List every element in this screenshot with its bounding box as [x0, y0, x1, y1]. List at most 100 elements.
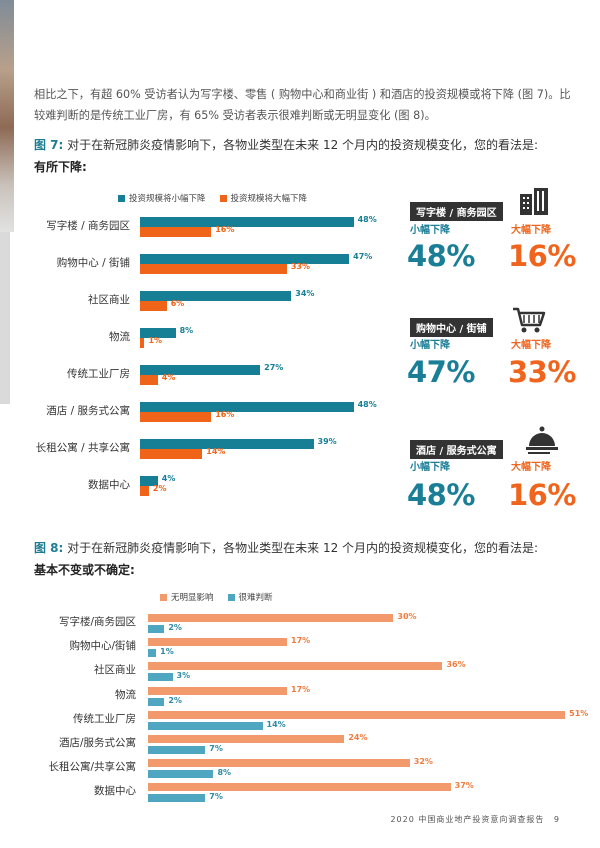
fig8-bar-s0-2 — [148, 662, 443, 671]
fig8-value-label-s1-4: 14% — [266, 719, 286, 729]
fig8-bar-s1-7 — [148, 794, 206, 803]
edge-photo — [0, 0, 14, 232]
office-building-icon — [520, 188, 548, 215]
fig7-value-label-s1-1: 33% — [290, 262, 310, 271]
fig7-value-label-s0-6: 39% — [317, 437, 337, 446]
highlight-0-small-label: 小幅下降 — [410, 225, 450, 236]
fig8-bar-s0-1 — [148, 638, 288, 647]
fig7-legend-label-0: 投资规模将小幅下降 — [129, 194, 206, 204]
fig8-legend-swatch-1 — [227, 593, 235, 601]
highlight-1-large-label: 大幅下降 — [511, 340, 551, 351]
fig8-title: 对于在新冠肺炎疫情影响下，各物业类型在未来 12 个月内的投资规模变化，您的看法… — [67, 541, 539, 555]
intro-paragraph: 相比之下，有超 60% 受访者认为写字楼、零售 ( 购物中心和商业街 ) 和酒店… — [34, 88, 571, 122]
fig8-subtitle: 基本不变或不确定: — [34, 563, 135, 577]
fig8-value-label-s1-2: 3% — [176, 671, 191, 681]
fig8-bar-s1-3 — [148, 697, 165, 706]
fig8-category-label-1: 购物中心/街铺 — [69, 640, 136, 653]
fig7-value-label-s0-3: 8% — [179, 326, 194, 335]
highlight-1-small-label: 小幅下降 — [410, 340, 450, 351]
fig7-bar-s0-2 — [140, 291, 292, 301]
fig8-value-label-s1-5: 7% — [209, 744, 223, 753]
fig8-value-label-s1-0: 2% — [168, 623, 182, 632]
fig7-bar-s1-1 — [140, 264, 287, 274]
fig8-legend-label-1: 很难判断 — [238, 593, 273, 603]
fig8-legend-item-0: 无明显影响 — [160, 591, 214, 603]
fig7-value-label-s0-7: 4% — [161, 474, 176, 483]
fig8-value-label-s0-0: 30% — [397, 612, 417, 621]
fig8-category-label-4: 传统工业厂房 — [73, 712, 136, 725]
highlight-2-small-value: 48% — [407, 478, 475, 512]
fig7-category-label-0: 写字楼 / 商务园区 — [46, 220, 130, 232]
fig7-legend-label-1: 投资规模将大幅下降 — [230, 194, 308, 204]
fig7-category-label-5: 酒店 / 服务式公寓 — [46, 405, 130, 417]
fig8-category-label-2: 社区商业 — [94, 664, 136, 677]
fig8-legend-swatch-0 — [160, 593, 167, 601]
fig7-bar-s1-0 — [140, 227, 212, 237]
fig8-bar-s0-0 — [148, 614, 394, 622]
fig7-category-label-7: 数据中心 — [88, 479, 130, 491]
fig8-value-label-s1-3: 2% — [168, 695, 182, 705]
fig8-legend-item-1: 很难判断 — [227, 591, 273, 603]
fig7-bar-s0-7 — [140, 476, 158, 486]
fig8-category-label-7: 数据中心 — [94, 785, 136, 798]
fig8-legend-label-0: 无明显影响 — [171, 593, 214, 603]
fig7-legend-item-0: 投资规模将小幅下降 — [118, 192, 206, 204]
fig8-category-label-6: 长租公寓/共享公寓 — [48, 761, 136, 774]
fig8-value-label-s1-7: 7% — [209, 792, 223, 802]
fig7-category-label-1: 购物中心 / 街铺 — [56, 257, 130, 269]
page-number: 9 — [553, 815, 560, 824]
fig8-bar-s1-4 — [148, 721, 263, 730]
fig7-number: 图 7: — [34, 138, 64, 152]
fig7-bar-s1-7 — [140, 486, 149, 496]
fig8-bar-s1-5 — [148, 746, 206, 754]
fig8-category-label-5: 酒店/服务式公寓 — [58, 737, 136, 749]
fig7-value-label-s1-7: 2% — [152, 484, 167, 493]
highlight-0-small-value: 48% — [407, 239, 475, 273]
fig7-bar-s0-4 — [140, 365, 261, 375]
fig8-bar-s1-0 — [148, 625, 165, 633]
fig8-number: 图 8: — [34, 541, 64, 555]
fig8-value-label-s0-5: 24% — [348, 733, 368, 742]
fig8-category-label-0: 写字楼/商务园区 — [58, 616, 136, 628]
fig7-bar-s1-5 — [140, 412, 212, 422]
fig8-value-label-s1-1: 1% — [160, 647, 174, 657]
fig7-value-label-s0-4: 27% — [264, 363, 284, 372]
fig7-value-label-s1-6: 14% — [206, 447, 226, 456]
fig7-legend-swatch-1 — [219, 194, 227, 202]
fig7-value-label-s1-4: 4% — [161, 373, 176, 382]
highlight-2-large-label: 大幅下降 — [511, 462, 551, 473]
fig7-category-label-4: 传统工业厂房 — [67, 368, 130, 380]
fig8-bar-s1-2 — [148, 673, 173, 682]
fig7-legend: 投资规模将小幅下降 投资规模将大幅下降 — [118, 192, 307, 204]
highlight-2-title: 酒店 / 服务式公寓 — [410, 440, 503, 459]
fig8-value-label-s0-7: 37% — [454, 781, 474, 791]
fig8-bar-s0-7 — [148, 783, 451, 792]
page-footer: 2020 中国商业地产投资意向调查报告 9 — [390, 814, 560, 825]
highlight-1-large-value: 33% — [508, 355, 576, 389]
fig7-bar-s0-0 — [140, 217, 354, 227]
fig7-heading: 图 7: 对于在新冠肺炎疫情影响下，各物业类型在未来 12 个月内的投资规模变化… — [34, 134, 538, 178]
highlight-1-small-value: 47% — [407, 355, 475, 389]
fig8-value-label-s1-6: 8% — [217, 768, 232, 778]
highlight-0-title: 写字楼 / 商务园区 — [410, 202, 503, 221]
highlight-2-large-value: 16% — [508, 478, 576, 512]
fig7-bar-s0-1 — [140, 254, 350, 264]
fig8-bar-s0-5 — [148, 735, 345, 743]
edge-strip — [0, 232, 10, 404]
fig8-legend: 无明显影响 很难判断 — [160, 591, 273, 603]
fig8-heading: 图 8: 对于在新冠肺炎疫情影响下，各物业类型在未来 12 个月内的投资规模变化… — [34, 537, 538, 581]
fig8-value-label-s0-6: 32% — [413, 757, 433, 767]
highlight-0-large-value: 16% — [508, 239, 576, 273]
fig7-category-label-2: 社区商业 — [88, 294, 130, 306]
fig8-bar-s1-6 — [148, 770, 214, 779]
fig7-value-label-s1-3: 1% — [148, 336, 163, 345]
fig7-bar-s1-2 — [140, 301, 167, 311]
fig7-bar-s1-4 — [140, 375, 158, 385]
fig8-value-label-s0-1: 17% — [291, 636, 311, 646]
fig7-value-label-s1-2: 6% — [170, 299, 185, 308]
fig7-value-label-s1-5: 16% — [215, 410, 235, 419]
fig8-value-label-s0-3: 17% — [291, 684, 311, 694]
fig7-value-label-s0-5: 48% — [357, 400, 377, 409]
fig7-bar-s0-5 — [140, 402, 354, 412]
fig7-bar-s1-6 — [140, 449, 203, 459]
